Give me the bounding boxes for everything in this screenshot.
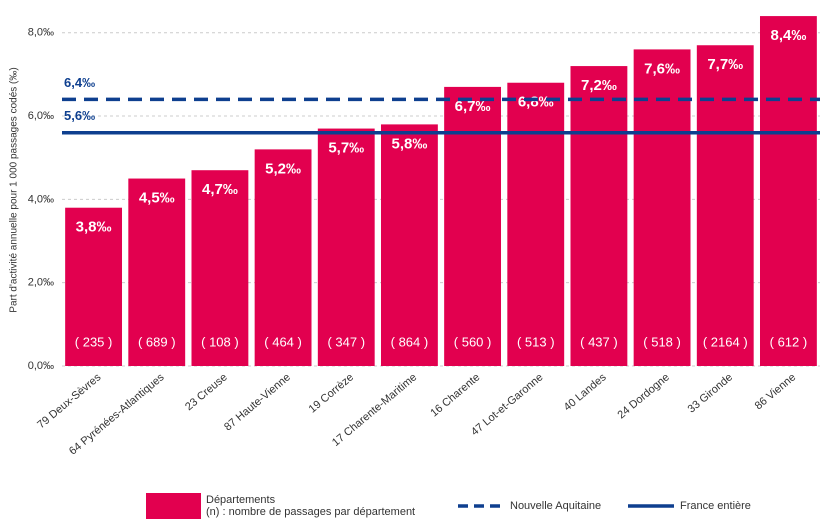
- reference-label: 6,4‰: [64, 75, 95, 90]
- count-label: ( 864 ): [391, 334, 429, 349]
- count-label: ( 108 ): [201, 334, 239, 349]
- value-label: 4,5‰: [139, 190, 175, 207]
- bar: [570, 66, 628, 366]
- legend-label: Nouvelle Aquitaine: [510, 500, 601, 512]
- bar: [254, 149, 312, 366]
- bar: [633, 49, 691, 366]
- value-label: 6,8‰: [518, 94, 554, 111]
- reference-label: 5,6‰: [64, 108, 95, 123]
- value-label: 5,2‰: [265, 160, 301, 177]
- value-label: 5,8‰: [391, 135, 427, 152]
- count-label: ( 612 ): [770, 334, 808, 349]
- count-label: ( 437 ): [580, 334, 618, 349]
- x-tick-label: 87 Haute-Vienne: [222, 371, 293, 433]
- y-axis-label: Part d'activité annuelle pour 1 000 pass…: [9, 67, 20, 312]
- legend-note: (n) : nombre de passages par département: [206, 506, 415, 518]
- value-label: 5,7‰: [328, 140, 364, 157]
- count-label: ( 347 ): [327, 334, 365, 349]
- y-tick-label: 2,0‰: [28, 277, 54, 289]
- y-tick-label: 4,0‰: [28, 193, 54, 205]
- x-tick-label: 33 Gironde: [686, 371, 735, 415]
- x-tick-label: 40 Landes: [562, 371, 609, 414]
- bar: [128, 178, 186, 366]
- x-tick-label: 16 Charente: [428, 371, 482, 419]
- y-tick-label: 0,0‰: [28, 360, 54, 372]
- y-tick-label: 6,0‰: [28, 110, 54, 122]
- bar: [191, 170, 249, 366]
- bar: [65, 207, 123, 366]
- y-tick-label: 8,0‰: [28, 27, 54, 39]
- x-tick-label: 24 Dordogne: [615, 371, 671, 421]
- bar: [696, 45, 754, 366]
- value-label: 8,4‰: [770, 27, 806, 44]
- count-label: ( 518 ): [643, 334, 681, 349]
- value-label: 7,6‰: [644, 60, 680, 77]
- count-label: ( 689 ): [138, 334, 176, 349]
- legend-label: France entière: [680, 500, 751, 512]
- bar: [507, 82, 565, 366]
- legend-swatch: [146, 493, 201, 519]
- bar: [317, 128, 375, 366]
- value-label: 4,7‰: [202, 181, 238, 198]
- bar: [444, 86, 502, 366]
- value-label: 7,2‰: [581, 77, 617, 94]
- value-label: 6,7‰: [455, 98, 491, 115]
- bar: [759, 16, 817, 367]
- legend-label: Départements: [206, 494, 276, 506]
- count-label: ( 2164 ): [703, 334, 748, 349]
- x-tick-label: 23 Creuse: [183, 371, 230, 413]
- x-tick-label: 19 Corrèze: [307, 371, 356, 415]
- count-label: ( 464 ): [264, 334, 302, 349]
- value-label: 3,8‰: [76, 219, 112, 236]
- count-label: ( 513 ): [517, 334, 555, 349]
- x-tick-label: 86 Vienne: [753, 371, 799, 412]
- bar: [380, 124, 438, 366]
- count-label: ( 235 ): [75, 334, 113, 349]
- x-tick-label: 79 Deux-Sèvres: [35, 371, 104, 431]
- value-label: 7,7‰: [707, 56, 743, 73]
- count-label: ( 560 ): [454, 334, 492, 349]
